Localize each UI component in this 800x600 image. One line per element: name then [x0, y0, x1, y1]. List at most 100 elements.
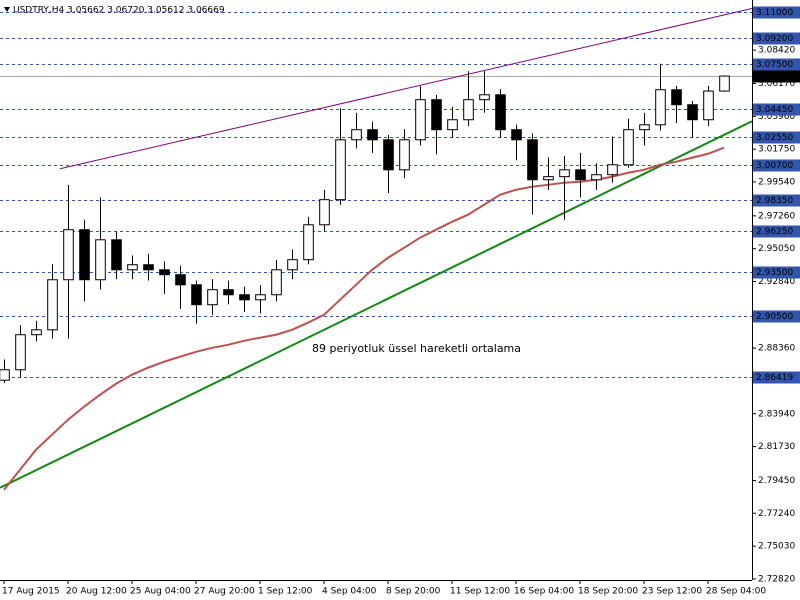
x-tick-label: 25 Aug 04:00: [130, 587, 191, 597]
candle-body: [207, 289, 218, 306]
level-label-box: [753, 225, 800, 238]
candle-body: [95, 239, 106, 281]
candle-body: [0, 369, 10, 381]
candle-body: [623, 129, 634, 166]
candle-body: [415, 99, 426, 141]
candle-body: [191, 284, 202, 306]
header-icon: [4, 7, 10, 12]
level-label: 2.96250: [756, 227, 793, 237]
candle-body: [543, 176, 554, 181]
candle-body: [287, 259, 298, 271]
candle-body: [431, 99, 442, 131]
trendline: [59, 7, 753, 170]
candle-body: [495, 94, 506, 131]
y-tick-label: 3.06170: [758, 79, 795, 89]
candle-body: [447, 119, 458, 131]
level-label: 3.09200: [756, 34, 793, 44]
x-tick-label: 17 Aug 2015: [2, 587, 60, 597]
candle-body: [511, 129, 522, 141]
level-label: 3.04450: [756, 105, 793, 115]
y-tick-label: 3.08420: [758, 46, 795, 56]
candle-body: [159, 269, 170, 276]
plot-area: [0, 7, 753, 491]
candle-body: [175, 274, 186, 286]
level-label-box: [753, 58, 800, 71]
candle-body: [143, 264, 154, 271]
candle-body: [255, 294, 266, 301]
candle-body: [79, 229, 90, 281]
candle-body: [303, 224, 314, 261]
level-label: 2.93500: [756, 268, 793, 278]
level-label-box: [753, 32, 800, 45]
y-tick-label: 2.95050: [758, 244, 795, 254]
candle-body: [559, 169, 570, 178]
annotation: 89 periyotluk üssel hareketli ortalama: [312, 342, 521, 355]
candle-body: [15, 334, 26, 371]
y-tick-label: 2.77240: [758, 509, 795, 519]
y-tick-label: 3.03960: [758, 112, 795, 122]
level-label: 3.00700: [756, 161, 793, 171]
y-tick-label: 2.75030: [758, 542, 795, 552]
x-tick-label: 11 Sep 12:00: [450, 587, 510, 597]
candle-body: [271, 269, 282, 296]
y-tick-label: 3.01750: [758, 145, 795, 155]
level-label: 2.90500: [756, 312, 793, 322]
x-tick-label: 18 Sep 20:00: [578, 587, 638, 597]
x-tick-label: 23 Sep 12:00: [642, 587, 702, 597]
level-label-box: [753, 6, 800, 19]
level-label: 2.86419: [756, 373, 793, 383]
x-tick-label: 16 Sep 04:00: [514, 587, 574, 597]
candle-body: [223, 289, 234, 296]
y-tick-label: 2.97260: [758, 211, 795, 221]
ema-line: [3, 146, 725, 491]
candle-body: [479, 94, 490, 101]
y-tick-label: 2.88360: [758, 344, 795, 354]
x-tick-label: 27 Aug 20:00: [194, 587, 255, 597]
candle-body: [111, 239, 122, 271]
level-label: 3.07500: [756, 60, 793, 70]
candle-body: [31, 329, 42, 336]
candle-body: [703, 90, 714, 121]
candle-body: [671, 89, 682, 106]
level-label-box: [753, 194, 800, 207]
level-label: 3.02550: [756, 133, 793, 143]
chart-title: USDTRY,H4 3.05662 3.06720 3.05612 3.0666…: [13, 6, 225, 16]
trendline: [0, 120, 753, 489]
candle-body: [351, 129, 362, 141]
candle-body: [239, 294, 250, 301]
y-tick-label: 2.79450: [758, 476, 795, 486]
candle-body: [63, 229, 74, 281]
candle-body: [463, 99, 474, 121]
level-label: 3.11000: [756, 8, 793, 18]
level-label-box: [753, 103, 800, 116]
candle-body: [591, 174, 602, 181]
level-label-box: [753, 159, 800, 172]
level-label-box: [753, 371, 800, 384]
candle-body: [47, 279, 58, 331]
x-tick-label: 20 Aug 12:00: [66, 587, 127, 597]
level-label: 2.98350: [756, 196, 793, 206]
candle-body: [399, 139, 410, 171]
candle-body: [687, 104, 698, 121]
y-tick-label: 2.72820: [758, 574, 795, 584]
current-price-label: 3.06669: [756, 72, 793, 82]
y-tick-label: 2.92840: [758, 277, 795, 287]
candle-body: [639, 124, 650, 131]
candle-body: [319, 199, 330, 226]
x-tick-label: 28 Sep 04:00: [706, 587, 766, 597]
candle-body: [367, 129, 378, 141]
x-tick-label: 1 Sep 12:00: [258, 587, 313, 597]
y-tick-label: 2.99540: [758, 177, 795, 187]
y-tick-label: 2.83940: [758, 409, 795, 419]
level-label-box: [753, 131, 800, 144]
current-price-box: [753, 70, 800, 83]
candle-body: [127, 264, 138, 271]
candle-body: [719, 75, 730, 92]
y-tick-label: 2.81730: [758, 442, 795, 452]
level-label-box: [753, 266, 800, 279]
axes: 3.08420 3.06170 3.03960 3.01750 2.99540 2.972…: [2, 6, 800, 597]
candle-body: [607, 164, 618, 176]
candle-body: [527, 139, 538, 181]
